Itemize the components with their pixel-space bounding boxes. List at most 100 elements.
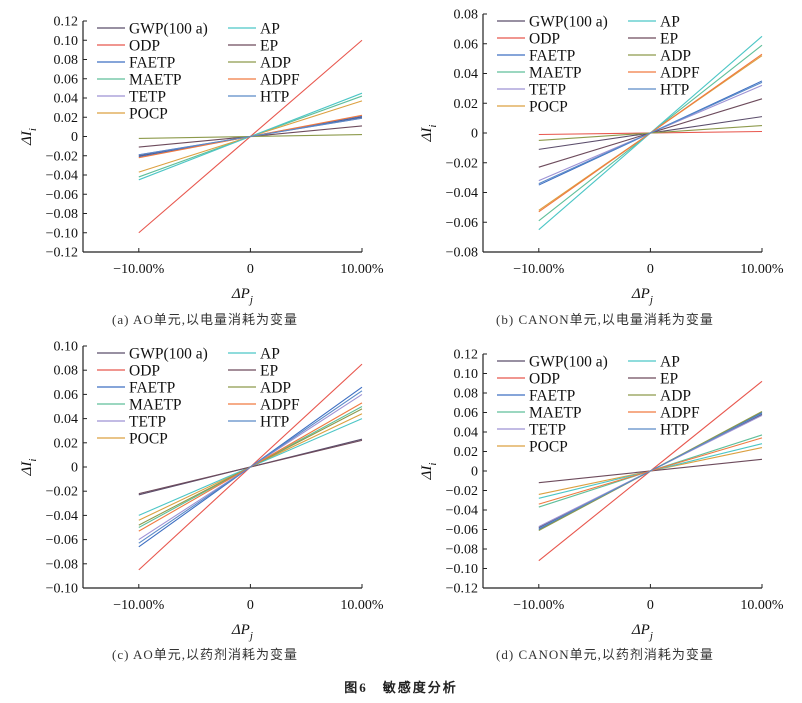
y-tick-label: −0.04 (46, 169, 78, 184)
y-tick-label: −0.10 (446, 562, 478, 577)
caption-c: (c) AO单元,以药剂消耗为变量 (112, 647, 298, 662)
legend-label: FAETP (529, 48, 575, 65)
x-tick-label: 0 (247, 262, 254, 277)
legend-label: FAETP (129, 55, 175, 72)
x-axis-label-sub: j (248, 294, 253, 306)
x-tick-label: 10.00% (340, 598, 384, 613)
x-axis-label-sub: j (248, 630, 253, 642)
x-tick-label: −10.00% (113, 598, 164, 613)
y-tick-label: 0.10 (54, 34, 79, 49)
x-tick-label: 0 (247, 598, 254, 613)
legend-label: AP (260, 21, 280, 38)
legend-item: EP (228, 363, 278, 380)
y-tick-label: 0.06 (54, 72, 79, 87)
legend-label: TETP (129, 414, 166, 431)
x-tick-label: 0 (647, 598, 654, 613)
series-line-htp (138, 390, 363, 544)
legend-label: ADPF (660, 405, 700, 422)
y-axis-label: ΔIi (19, 128, 39, 146)
y-tick-label: 0.08 (454, 387, 479, 402)
y-tick-label: −0.08 (446, 246, 478, 261)
y-tick-label: 0.08 (54, 53, 79, 68)
chart-panel-b: 0.08 0.06 0.04 0.02 0 −0.02 −0.04 −0.06 −0.08 −10… (419, 8, 784, 307)
chart-panel-c: 0.10 0.08 0.06 0.04 0.02 0 −0.02 −0.04 −0.06 −0.0… (19, 340, 384, 643)
legend-label: ODP (129, 38, 160, 55)
legend-item: TETP (497, 82, 566, 99)
caption-b: (b) CANON单元,以电量消耗为变量 (496, 312, 714, 327)
legend-item: ADPF (628, 65, 700, 82)
legend-label: ODP (529, 371, 560, 388)
legend-item: ODP (497, 371, 560, 388)
legend-item: HTP (228, 89, 289, 106)
y-axis-label: ΔIi (419, 125, 439, 143)
legend-label: EP (260, 38, 278, 55)
legend-label: EP (260, 363, 278, 380)
legend-item: ODP (97, 363, 160, 380)
y-tick-label: −0.04 (46, 509, 78, 524)
y-axis-label-sub: i (427, 125, 439, 128)
y-tick-label: 0 (471, 465, 478, 480)
legend-label: AP (660, 354, 680, 371)
legend-label: MAETP (129, 72, 182, 89)
y-tick-label: −0.02 (46, 485, 78, 500)
series-line-htp (138, 117, 363, 156)
legend-item: MAETP (497, 405, 582, 422)
chart-panel-a: 0.12 0.10 0.08 0.06 0.04 0.02 0 −0.02 −0.04 −0.06… (19, 15, 384, 307)
y-tick-label: 0.04 (454, 426, 479, 441)
figure-title: 图6 敏感度分析 (344, 680, 458, 695)
legend-item: ADP (628, 388, 691, 405)
legend-label: GWP(100 a) (129, 346, 208, 363)
legend-label: ADP (660, 388, 691, 405)
legend-item: TETP (97, 89, 166, 106)
y-axis-label: ΔIi (19, 459, 39, 477)
y-tick-label: 0.06 (454, 37, 479, 52)
legend-label: HTP (260, 89, 289, 106)
series-line-htp (538, 412, 763, 530)
series-line-htp (538, 81, 763, 185)
legend-item: MAETP (97, 397, 182, 414)
legend-item: ADP (228, 380, 291, 397)
x-tick-label: −10.00% (513, 262, 564, 277)
legend-item: GWP(100 a) (497, 14, 608, 31)
y-tick-label: 0.02 (454, 97, 479, 112)
legend-label: FAETP (529, 388, 575, 405)
y-tick-label: −0.12 (446, 582, 478, 597)
y-tick-label: −0.10 (46, 226, 78, 241)
y-tick-label: −0.02 (46, 149, 78, 164)
legend-label: MAETP (529, 65, 582, 82)
y-tick-label: −0.06 (446, 523, 478, 538)
legend-label: AP (660, 14, 680, 31)
legend-label: ADPF (260, 72, 300, 89)
legend-item: AP (628, 14, 680, 31)
legend-label: AP (260, 346, 280, 363)
legend-item: HTP (628, 422, 689, 439)
legend-label: TETP (529, 422, 566, 439)
legend-label: POCP (529, 439, 568, 456)
legend-label: TETP (129, 89, 166, 106)
legend-item: FAETP (497, 388, 575, 405)
caption-a: (a) AO单元,以电量消耗为变量 (112, 312, 298, 327)
legend-item: POCP (497, 439, 568, 456)
y-axis-label-sub: i (427, 463, 439, 466)
legend-item: MAETP (497, 65, 582, 82)
legend-item: EP (228, 38, 278, 55)
legend-item: ODP (97, 38, 160, 55)
x-axis-label: ΔPj (631, 622, 653, 642)
y-axis-label-sub: i (27, 128, 39, 131)
legend-label: ADP (260, 380, 291, 397)
legend-item: POCP (497, 99, 568, 116)
y-tick-label: 0.12 (54, 15, 79, 30)
legend-item: TETP (97, 414, 166, 431)
legend-item: ADP (628, 48, 691, 65)
legend-item: MAETP (97, 72, 182, 89)
y-tick-label: 0 (471, 127, 478, 142)
y-tick-label: −0.06 (446, 216, 478, 231)
legend-label: FAETP (129, 380, 175, 397)
y-axis-label: ΔIi (419, 463, 439, 481)
legend-item: HTP (628, 82, 689, 99)
legend-item: FAETP (97, 380, 175, 397)
legend-item: FAETP (97, 55, 175, 72)
legend-item: POCP (97, 431, 168, 448)
legend-item: AP (228, 21, 280, 38)
